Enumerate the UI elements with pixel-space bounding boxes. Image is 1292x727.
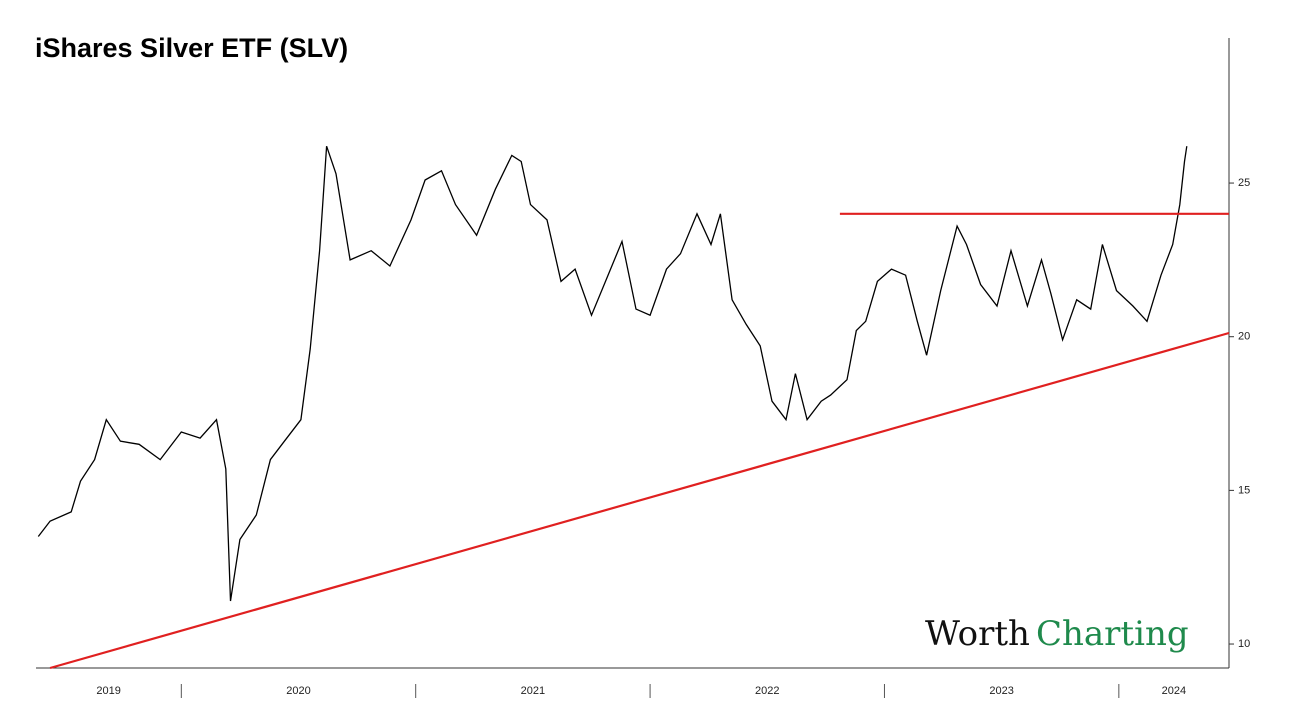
trend-line	[49, 331, 1230, 670]
y-tick-label: 20	[1238, 331, 1250, 343]
logo-word: Worth	[925, 614, 1030, 654]
x-tick-label: 2019	[96, 685, 120, 697]
y-tick-label: 15	[1238, 484, 1250, 496]
x-tick-label: 2024	[1162, 685, 1186, 697]
x-tick-label: 2020	[286, 685, 310, 697]
x-tick-label: 2021	[521, 685, 545, 697]
x-tick-label: 2022	[755, 685, 779, 697]
y-tick-label: 10	[1238, 638, 1250, 650]
price-line	[37, 145, 1188, 602]
chart-title: iShares Silver ETF (SLV)	[35, 33, 348, 63]
logo-word: Charting	[1036, 614, 1189, 654]
y-tick-label: 25	[1238, 177, 1250, 189]
x-tick-label: 2023	[989, 685, 1013, 697]
